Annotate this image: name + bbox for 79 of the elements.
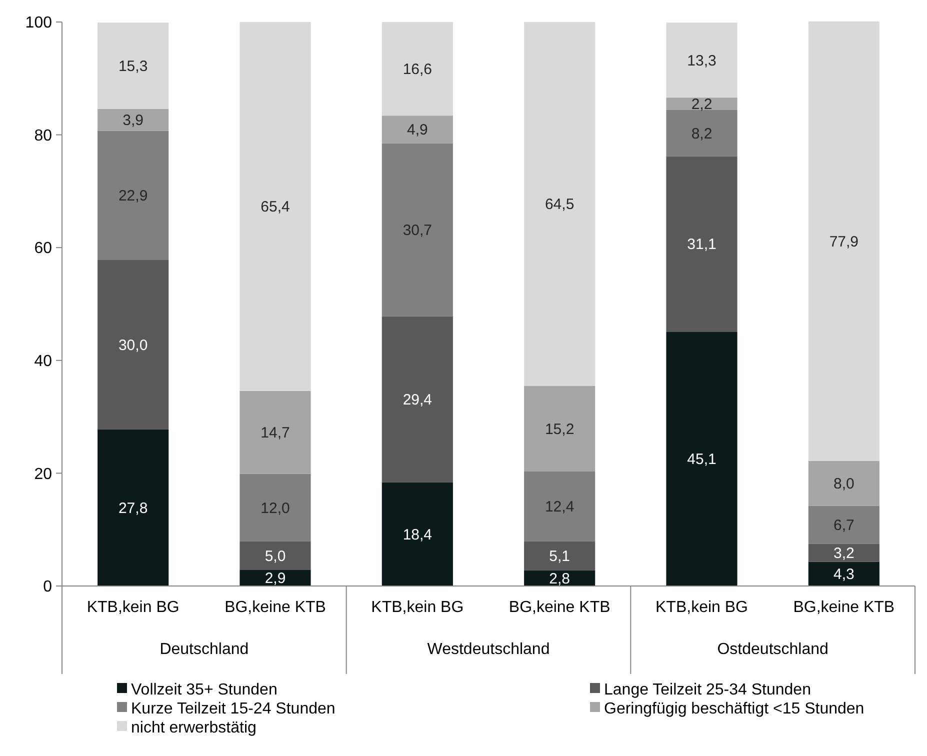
text: Ostdeutschland <box>717 641 828 658</box>
legend-label: nicht erwerbstätig <box>131 720 256 737</box>
bar <box>808 562 880 586</box>
data-label: 5,1 <box>549 548 570 566</box>
legend-label: Vollzeit 35+ Stunden <box>131 682 278 699</box>
legend-label: Kurze Teilzeit 15-24 Stunden <box>131 700 336 718</box>
data-label: 13,3 <box>687 52 716 70</box>
bar <box>382 116 453 144</box>
bar <box>666 332 738 586</box>
bar <box>382 316 453 482</box>
y-tick-label: 40 <box>34 353 52 370</box>
data-label: 27,8 <box>118 500 148 517</box>
bar <box>808 544 880 562</box>
x-tick-label: BG,keine KTB <box>508 599 610 616</box>
data-label: 8,0 <box>833 476 854 493</box>
bar <box>98 22 169 109</box>
data-label: 15,2 <box>544 420 574 438</box>
data-label: 77,9 <box>829 233 859 250</box>
bar <box>382 143 453 316</box>
data-label: 5,0 <box>264 548 286 565</box>
x-tick-label: KTB,kein BG <box>86 599 180 616</box>
bar <box>98 130 169 260</box>
data-label: 31,1 <box>687 236 716 254</box>
data-label: 3,9 <box>122 112 144 130</box>
legend-label: Lange Teilzeit 25-34 Stunden <box>604 682 811 699</box>
bar <box>240 22 311 391</box>
bar <box>240 570 311 586</box>
text: Westdeutschland <box>427 641 550 658</box>
data-label: 18,4 <box>402 526 432 544</box>
bar <box>240 474 311 542</box>
bar <box>524 472 596 542</box>
bar <box>382 22 453 116</box>
data-label: 14,7 <box>260 424 290 442</box>
bar <box>382 482 453 586</box>
data-label: 4,9 <box>406 122 428 139</box>
x-tick-label: BG,keine KTB <box>224 599 326 616</box>
bar <box>524 22 596 386</box>
y-tick-label: 60 <box>34 240 52 258</box>
bar <box>808 460 880 506</box>
data-label: 2,2 <box>691 96 712 114</box>
bar <box>666 110 738 156</box>
data-label: 29,4 <box>402 392 432 409</box>
data-label: 2,8 <box>549 570 570 588</box>
bar <box>808 21 880 461</box>
data-label: 8,2 <box>691 125 712 142</box>
data-label: 22,9 <box>118 188 148 205</box>
y-tick-label: 80 <box>34 127 52 144</box>
bar <box>98 429 169 586</box>
bar <box>666 156 738 332</box>
bar <box>524 386 596 472</box>
data-label: 12,0 <box>260 500 290 517</box>
data-label: 16,6 <box>402 61 432 78</box>
bar <box>98 260 169 430</box>
y-tick-label: 20 <box>34 466 52 483</box>
data-label: 2,9 <box>264 570 286 588</box>
data-label: 64,5 <box>544 196 574 214</box>
data-label: 30,0 <box>118 336 148 354</box>
bar <box>666 22 738 98</box>
x-tick-label: KTB,kein BG <box>656 599 748 616</box>
bar <box>240 541 311 570</box>
bar <box>98 108 169 131</box>
data-label: 45,1 <box>687 451 716 468</box>
data-label: 15,3 <box>118 58 148 75</box>
data-label: 30,7 <box>402 222 432 240</box>
bar <box>240 390 311 474</box>
data-label: 6,7 <box>833 517 854 534</box>
data-label: 65,4 <box>260 198 290 216</box>
bar <box>524 541 596 570</box>
x-tick-label: KTB,kein BG <box>371 599 464 616</box>
data-label: 3,2 <box>833 544 854 562</box>
x-tick-label: BG,keine KTB <box>793 599 895 616</box>
data-label: 4,3 <box>833 566 854 584</box>
y-tick-label: 100 <box>25 14 52 32</box>
bar <box>666 98 738 110</box>
data-label: 12,4 <box>544 498 574 516</box>
bar <box>808 506 880 544</box>
text: Deutschland <box>160 641 249 658</box>
legend-label: Geringfügig beschäftigt <15 Stunden <box>604 700 864 718</box>
y-tick-label: 0 <box>43 578 52 596</box>
